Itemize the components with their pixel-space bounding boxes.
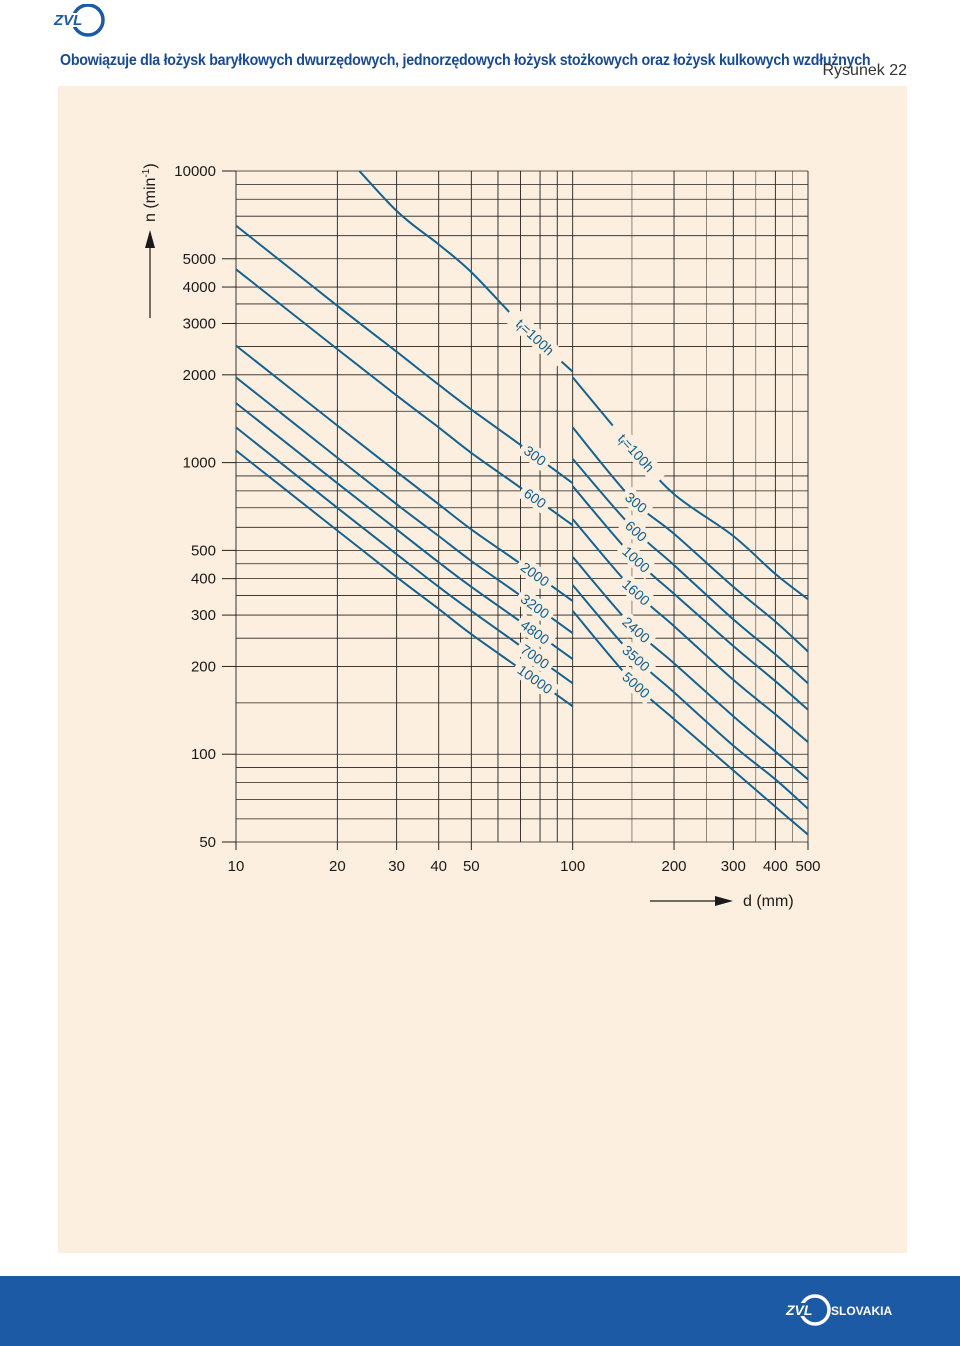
group-a-label-bg: [513, 587, 557, 626]
group-b-curve: [571, 426, 808, 653]
group-b-label-bg: [605, 420, 668, 486]
x-tick-label: 100: [560, 858, 585, 875]
chart-curve-labels: tf=100h300600200032004800700010000tf=100…: [502, 305, 668, 706]
chart-curves: [236, 171, 808, 836]
y-tick-label: 100: [191, 746, 216, 763]
group-a-label-bg: [502, 305, 568, 369]
group-b-curve: [571, 518, 808, 743]
y-axis-title-sup: -1: [141, 168, 152, 177]
x-tick-label: 300: [721, 858, 746, 875]
zvl-logo-top: ZVL: [52, 4, 105, 37]
group-b-label-bg: [615, 609, 658, 650]
x-axis-title: d (mm): [650, 893, 794, 910]
group-b-curve: [571, 610, 808, 836]
zvl-logo-top-text: ZVL: [53, 12, 82, 29]
y-axis-title: n (min-1): [141, 163, 159, 318]
x-tick-label: 30: [388, 858, 405, 875]
group-b-label-bg: [618, 513, 655, 549]
chart-tick-labels: 50 100 200 300 400 500 1000 2000 3000 4000 5000 100…: [174, 163, 820, 875]
footer-logo-text: ZVL: [785, 1302, 812, 1318]
group-b-curve: [571, 556, 808, 781]
y-axis-title-close: ): [142, 163, 159, 168]
y-tick-label: 1000: [183, 455, 216, 472]
group-b-label-bg: [615, 664, 658, 706]
x-tick-label: 10: [228, 858, 245, 875]
footer-brand-text: SLOVAKIA: [831, 1304, 892, 1318]
y-axis-title-main: n (min: [142, 178, 159, 222]
page-heading: Obowiązuje dla łożysk baryłkowych dwurzę…: [60, 52, 871, 69]
group-b-label-bg: [618, 485, 655, 520]
x-axis-arrow-head: [715, 896, 733, 906]
group-a-label-bg: [516, 438, 554, 473]
group-a-label: 300: [516, 438, 554, 473]
x-tick-label: 500: [795, 858, 820, 875]
y-tick-label: 300: [191, 607, 216, 624]
x-tick-label: 200: [662, 858, 687, 875]
group-b-curve: [571, 584, 808, 810]
group-a-label-bg: [513, 613, 557, 652]
y-axis-arrow-head: [145, 230, 155, 248]
group-a-label: 600: [516, 481, 554, 515]
figure-label: Rysunek 22: [822, 62, 908, 79]
y-tick-label: 4000: [183, 279, 216, 296]
group-a-label-bg: [510, 658, 560, 701]
y-tick-label: 10000: [174, 163, 216, 180]
chart-panel: [58, 86, 907, 1253]
group-a-label-bg: [513, 637, 557, 676]
group-a-curve: [236, 268, 574, 527]
y-tick-label: 5000: [183, 251, 216, 268]
y-tick-label: 400: [191, 571, 216, 588]
chart-grid: [222, 170, 809, 850]
group-b-label-text: tf=100h: [613, 430, 658, 477]
zvl-slovakia-logo: ZVL SLOVAKIA: [785, 1294, 892, 1326]
x-tick-label: 50: [463, 858, 480, 875]
group-a-label: 2000: [513, 555, 557, 594]
x-tick-label: 20: [329, 858, 346, 875]
group-b-label-bg: [615, 638, 658, 679]
group-b-label-bg: [615, 572, 658, 613]
y-tick-label: 2000: [183, 367, 216, 384]
group-a-label-bg: [513, 555, 557, 594]
group-a-label-text: tf=100h: [511, 316, 558, 361]
y-tick-label: 3000: [183, 315, 216, 332]
group-a-curve: [236, 224, 574, 485]
y-tick-label: 200: [191, 658, 216, 675]
group-b-curve: [571, 485, 808, 711]
x-axis-title-text: d (mm): [743, 893, 794, 910]
y-tick-label: 500: [191, 542, 216, 559]
svg-text:n (min-1): n (min-1): [141, 163, 159, 222]
group-a-label-bg: [516, 481, 554, 515]
x-tick-label: 40: [430, 858, 447, 875]
group-b-curve: [571, 376, 808, 600]
x-tick-label: 400: [763, 858, 788, 875]
group-b-label-bg: [615, 539, 658, 580]
y-tick-label: 50: [199, 834, 216, 851]
group-b-curve: [571, 458, 808, 685]
